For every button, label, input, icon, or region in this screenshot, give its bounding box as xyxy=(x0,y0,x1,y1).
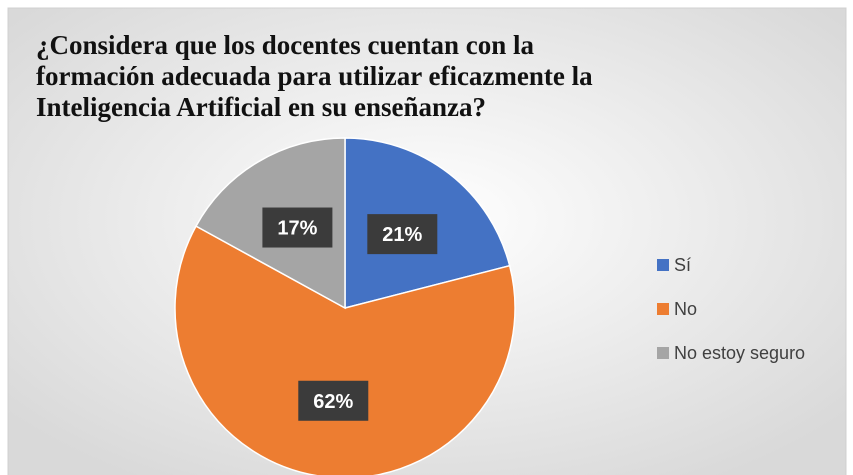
legend-label: No estoy seguro xyxy=(674,343,805,363)
data-label: 21% xyxy=(382,224,422,246)
chart-title: ¿Considera que los docentes cuentan con … xyxy=(36,30,593,122)
legend-label: No xyxy=(674,299,697,319)
data-label: 62% xyxy=(313,391,353,413)
data-label-box xyxy=(367,214,438,255)
legend-swatch xyxy=(657,259,669,271)
data-label-box xyxy=(298,380,369,421)
legend-swatch xyxy=(657,347,669,359)
legend-label: Sí xyxy=(674,255,691,275)
data-label: 17% xyxy=(277,218,317,240)
pie-slice xyxy=(174,225,516,475)
legend-swatch xyxy=(657,303,669,315)
data-label-box xyxy=(262,207,333,248)
